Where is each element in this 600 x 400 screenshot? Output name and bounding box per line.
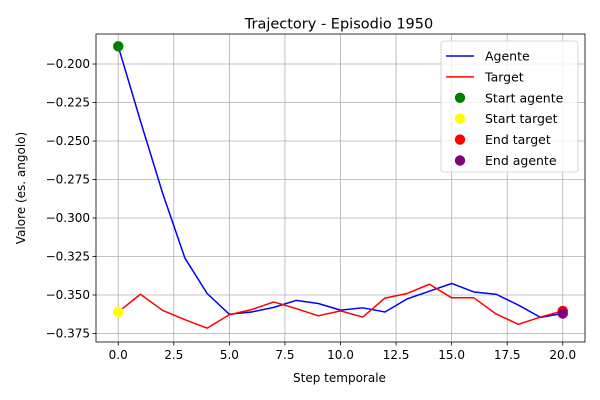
x-tick-label: 10.0	[327, 348, 354, 362]
series-line-target	[117, 283, 563, 329]
x-tick-label: 7.5	[275, 348, 294, 362]
y-axis-ticks: −0.375 −0.350 −0.325 −0.300 −0.275 −0.250 −0.2…	[46, 57, 96, 341]
y-tick-label: −0.300	[46, 211, 90, 225]
legend-label-end-agente: End agente	[485, 153, 557, 168]
legend-label-target: Target	[484, 69, 524, 84]
y-tick-label: −0.350	[46, 288, 90, 302]
y-tick-label: −0.325	[46, 250, 90, 264]
y-tick-label: −0.375	[46, 327, 90, 341]
y-axis-label: Valore (es. angolo)	[14, 132, 28, 244]
x-axis-ticks: 0.0 2.5 5.0 7.5 10.0 12.5 15.0 17.5 20.0	[109, 342, 576, 362]
legend: Agente Target Start agente Start target End …	[440, 40, 579, 173]
legend-label-agente: Agente	[485, 49, 530, 64]
point-start-target	[113, 306, 124, 318]
legend-label-start-agente: Start agente	[485, 90, 564, 105]
y-tick-label: −0.275	[46, 173, 90, 187]
x-tick-label: 5.0	[220, 348, 239, 362]
x-axis-label: Step temporale	[293, 371, 386, 385]
x-tick-label: 20.0	[549, 348, 576, 362]
series-lines	[117, 46, 563, 329]
point-end-agente	[557, 308, 568, 319]
y-tick-label: −0.200	[46, 57, 90, 71]
series-line-agente	[117, 46, 563, 319]
legend-label-start-target: Start target	[485, 111, 558, 126]
y-tick-label: −0.250	[46, 134, 90, 148]
x-tick-label: 15.0	[438, 348, 465, 362]
legend-label-end-target: End target	[485, 132, 551, 147]
grid	[96, 34, 585, 342]
marker-points	[113, 41, 568, 319]
x-tick-label: 2.5	[164, 348, 183, 362]
legend-swatch-end-agente	[454, 155, 466, 166]
legend-swatch-end-target	[454, 134, 466, 145]
chart-title: Trajectory - Episodio 1950	[244, 17, 433, 33]
y-tick-label: −0.225	[46, 96, 90, 110]
x-tick-label: 12.5	[383, 348, 410, 362]
x-tick-label: 17.5	[494, 348, 521, 362]
legend-box	[440, 40, 579, 173]
point-start-agente	[113, 41, 124, 52]
x-tick-label: 0.0	[109, 348, 128, 362]
legend-swatch-start-target	[454, 113, 466, 124]
legend-swatch-start-agente	[454, 92, 466, 104]
